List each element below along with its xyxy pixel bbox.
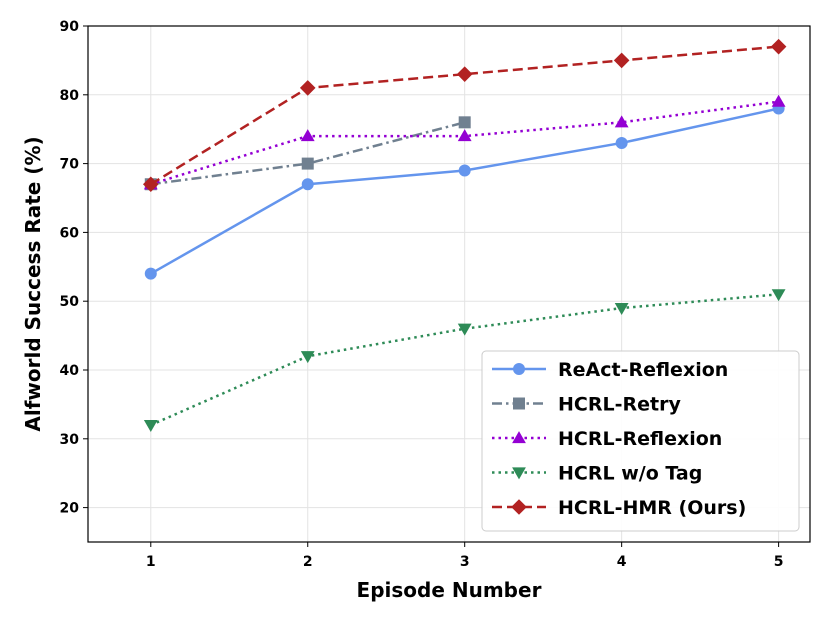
data-point <box>770 38 787 55</box>
data-point <box>613 52 630 69</box>
series-line <box>150 293 779 427</box>
legend-entry: HCRL-Reflexion <box>492 428 722 450</box>
x-tick-label: 5 <box>774 554 784 570</box>
y-tick-label: 50 <box>60 294 80 310</box>
legend-entry: HCRL-Retry <box>492 394 681 416</box>
data-point <box>458 164 471 177</box>
y-tick-label: 60 <box>60 225 80 241</box>
data-point <box>299 80 316 96</box>
legend-label: HCRL w/o Tag <box>558 463 702 485</box>
data-point <box>457 129 472 142</box>
legend-marker <box>512 467 526 480</box>
series-3 <box>143 289 786 432</box>
legend-entry: HCRL-HMR (Ours) <box>492 497 746 519</box>
x-tick-label: 4 <box>617 554 627 570</box>
data-point <box>143 419 158 432</box>
data-point <box>614 302 629 315</box>
legend-label: ReAct-Reflexion <box>558 359 728 381</box>
y-tick-label: 90 <box>60 19 80 35</box>
y-tick-label: 30 <box>60 432 80 448</box>
plot-area-frame <box>87 25 811 543</box>
legend-entry: ReAct-Reflexion <box>492 359 728 381</box>
series-4 <box>142 38 787 193</box>
data-point <box>457 323 472 336</box>
series-line <box>150 45 779 186</box>
x-tick-label: 2 <box>303 554 313 570</box>
y-axis-title: Alfworld Success Rate (%) <box>21 136 45 431</box>
legend-marker <box>513 363 525 375</box>
data-point <box>300 351 315 364</box>
legend-box <box>481 350 800 532</box>
legend-entry: HCRL w/o Tag <box>492 463 702 485</box>
y-tick-label: 20 <box>60 501 80 517</box>
data-point <box>614 115 629 128</box>
y-tick-label: 40 <box>60 363 80 379</box>
data-point <box>301 157 314 170</box>
legend-marker <box>513 397 525 410</box>
data-point <box>142 176 159 193</box>
series-layer <box>142 38 787 432</box>
data-point <box>301 178 314 191</box>
legend-marker <box>511 499 527 515</box>
data-point <box>771 289 786 302</box>
x-tick-label: 1 <box>146 554 156 570</box>
data-point <box>771 94 786 107</box>
y-tick-label: 70 <box>60 157 80 173</box>
legend-marker <box>512 431 526 444</box>
x-axis-title: Episode Number <box>357 578 542 602</box>
data-point <box>458 116 471 129</box>
data-point <box>456 66 473 82</box>
data-point <box>300 129 315 142</box>
axis-ticks: 1 2 3 4 5 20 30 40 50 60 70 80 90 <box>60 19 784 570</box>
legend-label: HCRL-Reflexion <box>558 428 722 450</box>
y-tick-label: 80 <box>60 88 80 104</box>
legend: ReAct-Reflexion HCRL-Retry HCRL-Reflexion H… <box>481 350 800 532</box>
legend-label: HCRL-HMR (Ours) <box>558 497 746 519</box>
data-point <box>144 267 157 280</box>
legend-label: HCRL-Retry <box>558 394 681 416</box>
data-point <box>615 136 628 149</box>
x-tick-label: 3 <box>460 554 470 570</box>
